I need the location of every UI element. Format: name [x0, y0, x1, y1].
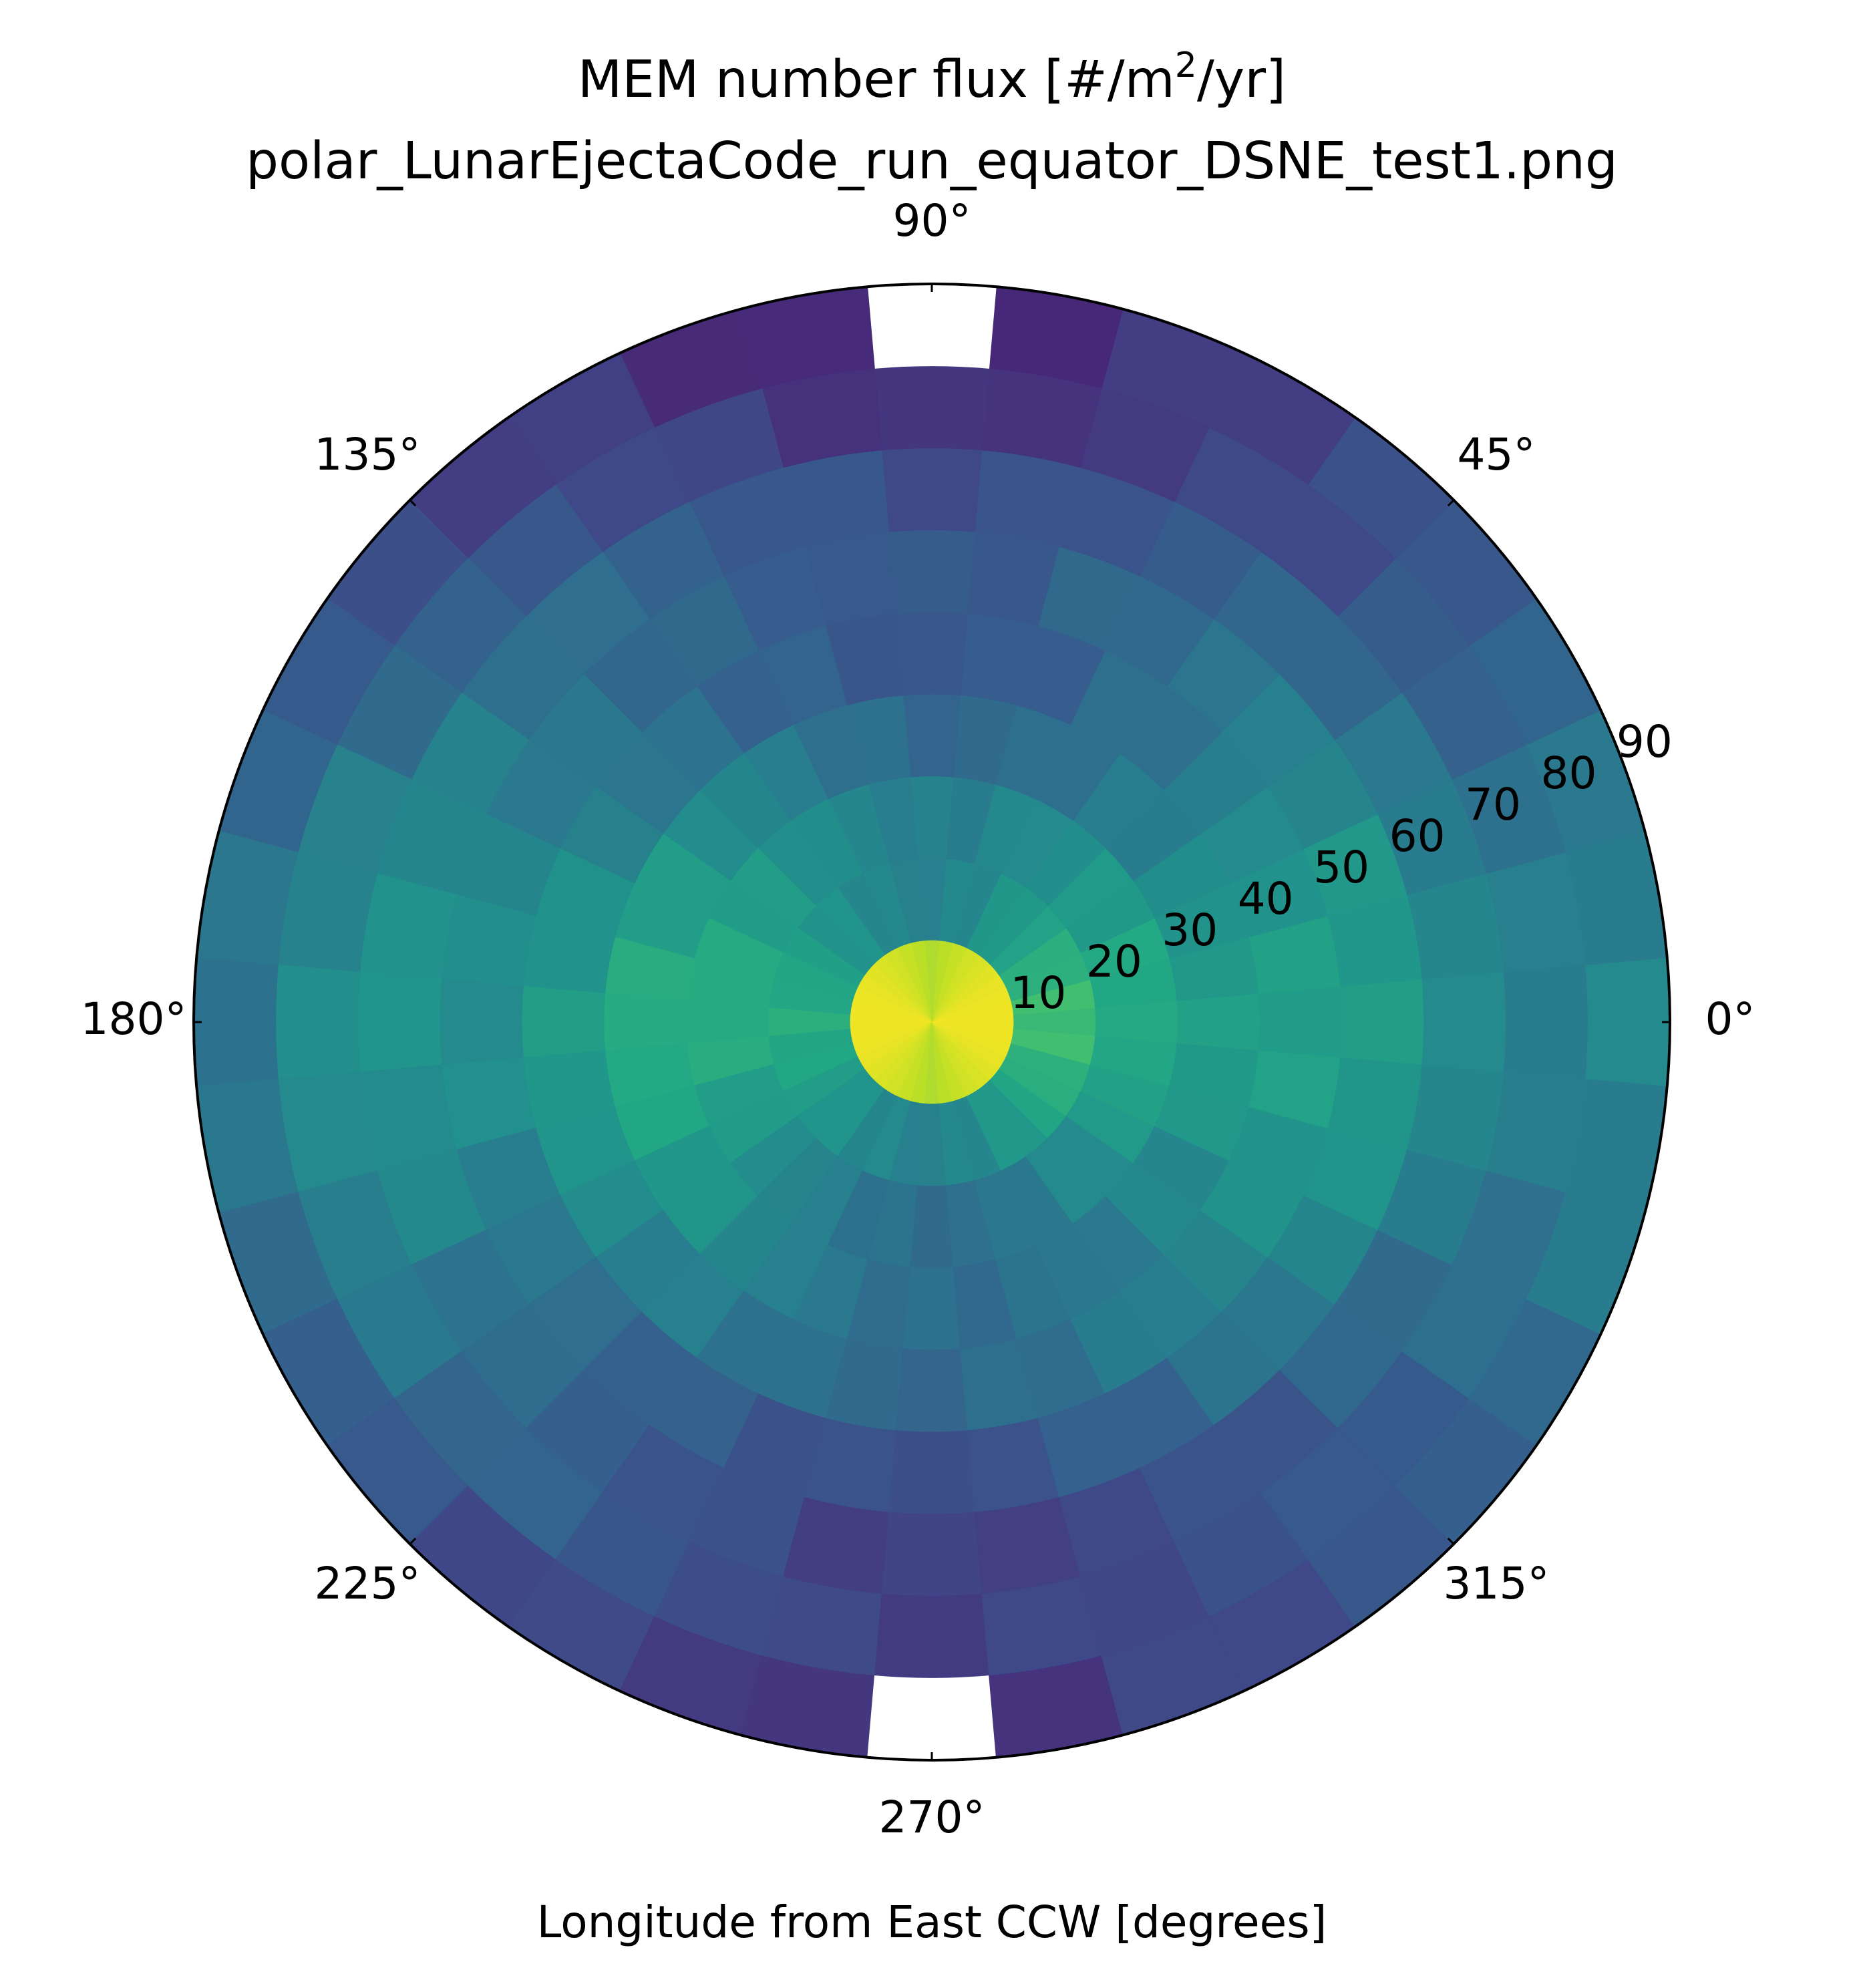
heatmap-cell-masked — [867, 1675, 997, 1761]
radial-tick-label: 40 — [1238, 873, 1294, 925]
heatmap-cell — [1176, 993, 1260, 1051]
x-axis-label: Longitude from East CCW [degrees] — [537, 1896, 1327, 1948]
angular-tick-label: 0° — [1705, 993, 1755, 1045]
angular-tick-mark — [1447, 499, 1455, 507]
angular-tick-label: 90° — [893, 195, 971, 246]
angular-tick-label: 270° — [879, 1792, 985, 1843]
heatmap-cell — [685, 1000, 769, 1044]
heatmap-cell — [1585, 957, 1671, 1087]
radial-tick-label: 10 — [1010, 967, 1066, 1019]
angular-tick-label: 45° — [1458, 429, 1536, 480]
heatmap-cell — [896, 611, 968, 696]
heatmap-cell — [881, 1512, 983, 1597]
radial-tick-label: 90 — [1617, 716, 1673, 768]
angular-tick-labels: 0° 45° 90° 135° 180° 225° 270° 315° — [81, 195, 1755, 1843]
heatmap-cell — [1503, 964, 1588, 1080]
chart-title-suffix: /yr] — [1197, 50, 1286, 110]
heatmap-cell — [357, 971, 442, 1073]
heatmap-cell — [1095, 1000, 1178, 1044]
heatmap-cell-masked — [867, 283, 997, 369]
radial-tick-label: 70 — [1465, 779, 1521, 830]
heatmap-cell — [874, 1593, 990, 1679]
radial-tick-label: 20 — [1086, 936, 1142, 987]
heatmap-cell — [439, 979, 524, 1065]
heatmap-cell — [874, 365, 990, 451]
chart-title: MEM number flux [#/m2/yr] polar_LunarEje… — [246, 45, 1618, 191]
heatmap-cell — [902, 693, 961, 778]
chart-title-superscript: 2 — [1175, 45, 1197, 86]
heatmap-cell — [888, 1430, 975, 1515]
angular-tick-mark — [409, 499, 417, 507]
radial-tick-label: 60 — [1389, 810, 1446, 862]
heatmap-cell — [521, 986, 606, 1058]
angular-tick-label: 180° — [81, 993, 187, 1045]
radial-tick-label: 80 — [1541, 748, 1597, 799]
heatmap-cell — [910, 1185, 954, 1269]
chart-title-line2: polar_LunarEjectaCode_run_equator_DSNE_t… — [246, 132, 1618, 191]
radial-tick-label: 50 — [1313, 842, 1369, 893]
radial-tick-labels: 10 20 30 40 50 60 70 80 90 — [1010, 716, 1672, 1019]
angular-tick-label: 315° — [1444, 1558, 1550, 1609]
heatmap-cell — [881, 448, 983, 532]
heatmap-cell — [193, 957, 279, 1087]
heatmap-cell — [1258, 986, 1343, 1058]
heatmap-cell — [1421, 971, 1506, 1073]
heatmap-cell — [275, 964, 361, 1080]
heatmap-cell — [603, 993, 687, 1051]
angular-tick-label: 225° — [315, 1558, 421, 1609]
heatmap-cell — [1340, 979, 1425, 1065]
heatmap-cell — [910, 776, 954, 859]
angular-tick-mark — [409, 1537, 417, 1545]
chart-title-prefix: MEM number flux [#/m — [578, 50, 1175, 110]
angular-tick-label: 135° — [315, 429, 421, 480]
radial-tick-label: 30 — [1162, 904, 1218, 956]
chart-title-line1: MEM number flux [#/m2/yr] — [578, 45, 1286, 110]
heatmap-cell — [896, 1348, 968, 1433]
heatmap-cell — [902, 1267, 961, 1351]
heatmap-cell — [888, 529, 975, 614]
angular-tick-mark — [1447, 1537, 1455, 1545]
